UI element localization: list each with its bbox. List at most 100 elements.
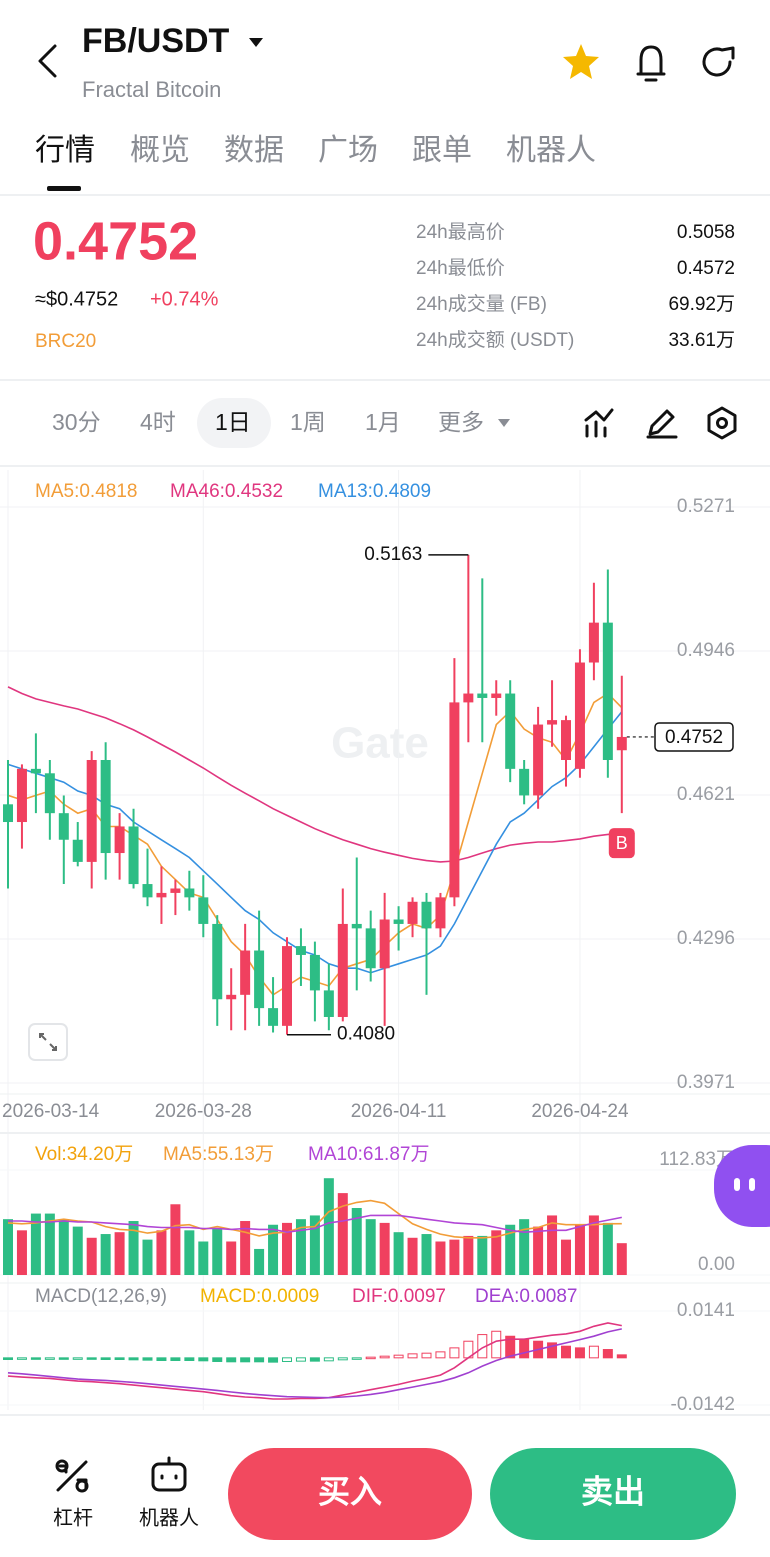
buy-label[interactable]: 买入 <box>318 1473 382 1509</box>
candle-body <box>616 736 627 751</box>
candle-body <box>142 884 153 898</box>
volume-bar <box>574 1224 585 1275</box>
candle-body <box>337 923 348 1017</box>
y-tick-label: 0.4946 <box>677 640 735 661</box>
watermark: Gate <box>331 719 429 768</box>
macd-bar <box>547 1342 558 1359</box>
indicator-tool[interactable] <box>584 408 614 438</box>
fullscreen-icon <box>39 1033 57 1051</box>
stats-panel: 24h最高价 0.5058 24h最低价 0.4572 24h成交量 (FB) 69.92… <box>416 221 735 351</box>
candle-body <box>16 768 27 823</box>
stat-label: 24h最低价 <box>416 257 505 279</box>
fullscreen-button[interactable] <box>28 1023 68 1061</box>
timeframe[interactable]: 4时 <box>140 409 176 435</box>
candle-body <box>226 994 237 1000</box>
bot-label[interactable]: 机器人 <box>139 1506 199 1529</box>
volume-bar <box>86 1237 97 1275</box>
legend-entry: MACD:0.0009 <box>200 1286 319 1307</box>
candle-body <box>184 888 195 898</box>
timeframe[interactable]: 1日 <box>215 409 251 435</box>
pair-dropdown[interactable] <box>249 38 263 47</box>
last-price-label: 0.4752 <box>665 727 723 748</box>
macd-bar <box>435 1351 446 1359</box>
macd-bar <box>309 1357 320 1362</box>
tab[interactable]: 跟单 <box>412 134 472 167</box>
volume-bar <box>407 1237 418 1275</box>
volume-bar <box>365 1219 376 1275</box>
y-tick-label: 0.5271 <box>677 496 735 517</box>
buy-button[interactable] <box>228 1448 472 1540</box>
tab[interactable]: 广场 <box>318 134 378 167</box>
macd-bar <box>449 1347 460 1359</box>
favorite-star[interactable] <box>563 44 599 79</box>
candle-body <box>128 826 139 885</box>
stat-label: 24h成交额 (USDT) <box>416 329 574 351</box>
macd-line <box>7 1328 622 1399</box>
sell-label[interactable]: 卖出 <box>581 1473 645 1509</box>
x-tick-label: 2026-03-28 <box>155 1101 252 1122</box>
assistant-bubble[interactable] <box>714 1145 770 1227</box>
macd-bar <box>30 1357 41 1360</box>
tab[interactable]: 行情 <box>35 134 95 167</box>
macd-bar <box>365 1356 376 1360</box>
volume-bar <box>588 1215 599 1275</box>
tab[interactable]: 数据 <box>224 134 284 167</box>
tab-bar: 行情 概览 数据 广场 跟单 机器人 <box>35 134 596 167</box>
timeframe[interactable]: 1周 <box>290 409 326 435</box>
candle-body <box>365 928 376 969</box>
volume-bar <box>100 1234 111 1275</box>
more-dropdown[interactable] <box>498 419 510 427</box>
volume-bar <box>616 1243 627 1275</box>
sell-button[interactable] <box>490 1448 736 1540</box>
tab[interactable]: 机器人 <box>506 134 596 167</box>
token-tag: BRC20 <box>35 331 96 352</box>
macd-bar <box>407 1353 418 1359</box>
stat-label: 24h最高价 <box>416 221 505 243</box>
macd-line <box>7 1322 622 1400</box>
candle-body <box>114 826 125 854</box>
timeframe[interactable]: 更多 <box>438 409 484 435</box>
charts: 0.5271 0.4946 0.4621 0.4296 0.3971 2026-03-14… <box>0 470 770 1415</box>
volume-bar <box>602 1222 613 1275</box>
macd-bar <box>3 1357 13 1360</box>
candle-body <box>505 693 516 769</box>
settings-tool[interactable] <box>707 406 737 440</box>
macd-bar <box>379 1355 390 1359</box>
timeframe[interactable]: 1月 <box>365 409 401 435</box>
candle-body <box>491 693 502 698</box>
macd-bar <box>16 1357 27 1360</box>
low-label: 0.4080 <box>337 1024 395 1045</box>
alert-bell[interactable] <box>636 45 666 82</box>
volume-bar <box>337 1193 348 1275</box>
draw-tool[interactable] <box>646 409 678 439</box>
volume-bar <box>393 1232 404 1275</box>
macd-bar <box>58 1357 69 1360</box>
trade-marker-label: B <box>616 833 628 853</box>
candle-body <box>3 804 13 823</box>
candle-body <box>254 950 265 1009</box>
volume-bar <box>184 1230 195 1275</box>
macd-bar <box>72 1357 83 1360</box>
legend-entry: MA5:55.13万 <box>163 1144 274 1165</box>
candle-body <box>309 954 320 991</box>
pair-title[interactable]: FB/USDT <box>82 22 230 60</box>
macd-bar <box>421 1352 432 1359</box>
trade-marker[interactable] <box>608 828 635 859</box>
volume-bar <box>16 1230 27 1275</box>
leverage-icon-dot <box>75 1479 89 1493</box>
leverage-label[interactable]: 杠杆 <box>53 1506 93 1529</box>
macd-bar <box>616 1354 627 1359</box>
volume-bar <box>156 1230 167 1275</box>
refresh-button[interactable] <box>702 46 735 77</box>
back-button[interactable] <box>38 44 57 78</box>
volume-bar <box>44 1213 55 1275</box>
candle-body <box>170 888 181 893</box>
candle-body <box>463 693 474 703</box>
timeframe[interactable]: 30分 <box>52 409 101 435</box>
tab[interactable]: 概览 <box>130 134 190 167</box>
candle-body <box>30 768 41 774</box>
candle-body <box>282 946 292 1026</box>
stat-label: 24h成交量 (FB) <box>416 293 547 315</box>
x-tick-label: 2026-04-24 <box>531 1101 629 1122</box>
